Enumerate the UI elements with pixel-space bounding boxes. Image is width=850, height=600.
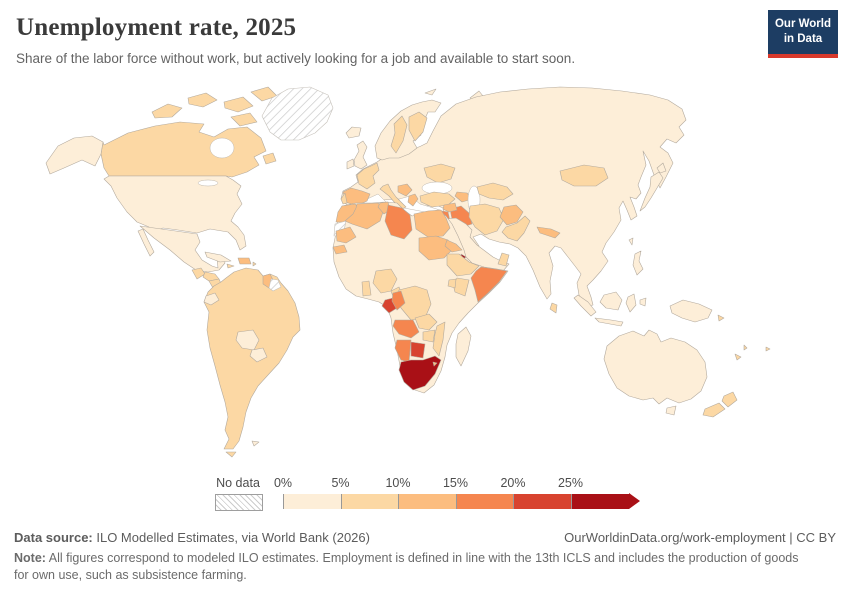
country-iceland[interactable] — [345, 126, 362, 139]
legend-bin-2[interactable] — [398, 494, 457, 509]
country-hispaniola[interactable] — [237, 257, 252, 265]
owid-logo-line2: in Data — [783, 32, 823, 45]
country-australia[interactable] — [603, 329, 708, 416]
country-eritrea[interactable] — [444, 239, 463, 253]
country-angola[interactable] — [392, 319, 420, 339]
region-caucasus[interactable] — [454, 191, 473, 203]
legend-tick-label: 15% — [442, 476, 469, 490]
country-ghana[interactable] — [361, 280, 372, 297]
country-botswana[interactable] — [410, 341, 426, 359]
no-data-label: No data — [216, 476, 260, 490]
region-central-asia[interactable] — [476, 182, 514, 201]
legend-bin-5[interactable] — [570, 494, 629, 509]
legend-bin-0[interactable] — [283, 494, 342, 509]
owid-logo-line1: Our World — [774, 18, 831, 30]
country-uk[interactable] — [353, 140, 368, 170]
country-ecuador[interactable] — [203, 292, 220, 306]
legend-tick-label: 25% — [557, 476, 584, 490]
country-ukraine[interactable] — [423, 163, 456, 184]
country-south-africa[interactable] — [398, 355, 442, 391]
country-egypt[interactable] — [413, 209, 451, 238]
legend-bin-4[interactable] — [513, 494, 572, 509]
country-philippines[interactable] — [632, 250, 644, 276]
country-sri-lanka[interactable] — [549, 302, 558, 314]
hudson-bay — [209, 137, 235, 159]
country-new-zealand[interactable] — [702, 391, 738, 418]
country-mongolia[interactable] — [559, 164, 609, 187]
country-libya[interactable] — [384, 204, 413, 240]
owid-link[interactable]: OurWorldinData.org/work-employment | CC … — [564, 530, 836, 545]
country-suriname[interactable] — [268, 278, 282, 292]
country-syria[interactable] — [442, 202, 458, 213]
pacific-islands[interactable] — [717, 314, 771, 361]
country-cuba[interactable] — [204, 251, 232, 263]
country-madagascar[interactable] — [455, 326, 472, 367]
country-taiwan[interactable] — [628, 237, 634, 246]
country-afghanistan[interactable] — [499, 204, 524, 226]
country-jamaica[interactable] — [226, 263, 235, 269]
legend-color-scale: 0% 5% 10% 15% 20% 25% — [274, 474, 683, 514]
country-eswatini[interactable] — [432, 361, 438, 367]
country-ethiopia[interactable] — [446, 253, 480, 277]
country-turkey[interactable] — [419, 191, 456, 208]
country-senegal[interactable] — [332, 244, 348, 255]
country-usa[interactable] — [45, 135, 247, 251]
country-mauritania[interactable] — [335, 226, 357, 244]
country-france[interactable] — [356, 162, 380, 190]
country-uganda[interactable] — [447, 278, 457, 289]
legend-arrow — [629, 493, 640, 509]
country-greece[interactable] — [407, 193, 419, 207]
note-line: Note: All figures correspond to modeled … — [14, 550, 809, 584]
data-source-text: ILO Modelled Estimates, via World Bank (… — [92, 530, 370, 545]
country-finland[interactable] — [408, 111, 428, 142]
country-iran[interactable] — [468, 203, 505, 236]
country-pakistan[interactable] — [501, 215, 531, 242]
country-zimbabwe[interactable] — [422, 329, 436, 343]
legend-tick-label: 20% — [500, 476, 526, 490]
legend-tick-label: 0% — [273, 476, 293, 490]
region-eurasia[interactable] — [340, 86, 687, 308]
note-text: All figures correspond to modeled ILO es… — [14, 551, 799, 582]
owid-logo[interactable]: Our World in Data — [768, 10, 838, 58]
country-portugal[interactable] — [340, 192, 348, 205]
country-mozambique[interactable] — [432, 321, 446, 357]
country-spain[interactable] — [342, 187, 371, 207]
country-indonesia[interactable] — [573, 291, 647, 327]
no-data-swatch[interactable] — [215, 494, 263, 511]
map-legend: No data 0% 5% 10% 15% 20% 25% — [0, 474, 850, 516]
country-japan[interactable] — [639, 162, 667, 212]
country-sweden[interactable] — [390, 115, 408, 154]
region-new-guinea[interactable] — [669, 299, 713, 323]
country-paraguay[interactable] — [249, 347, 268, 363]
country-ireland[interactable] — [346, 158, 355, 170]
great-lakes — [197, 179, 219, 187]
country-congo[interactable] — [391, 290, 406, 311]
page-subtitle: Share of the labor force without work, b… — [16, 51, 576, 66]
legend-bin-1[interactable] — [340, 494, 399, 509]
page-title: Unemployment rate, 2025 — [16, 14, 297, 41]
region-balkans[interactable] — [397, 183, 413, 197]
legend-bin-3[interactable] — [455, 494, 514, 509]
country-mexico[interactable] — [137, 225, 226, 273]
country-zambia[interactable] — [414, 313, 438, 331]
note-label: Note: — [14, 551, 46, 565]
country-canada[interactable] — [100, 86, 278, 178]
legend-tick-label: 5% — [331, 476, 350, 490]
data-source-label: Data source: — [14, 530, 93, 545]
country-greenland[interactable] — [261, 86, 334, 141]
region-south-america[interactable] — [203, 267, 301, 458]
country-nepal[interactable] — [536, 226, 561, 239]
legend-tick-label: 10% — [385, 476, 411, 490]
country-namibia[interactable] — [394, 339, 412, 363]
country-somalia[interactable] — [470, 266, 508, 303]
falkland-islands[interactable] — [251, 440, 260, 447]
country-oman[interactable] — [497, 252, 510, 267]
data-source-line: Data source: ILO Modelled Estimates, via… — [14, 530, 370, 545]
